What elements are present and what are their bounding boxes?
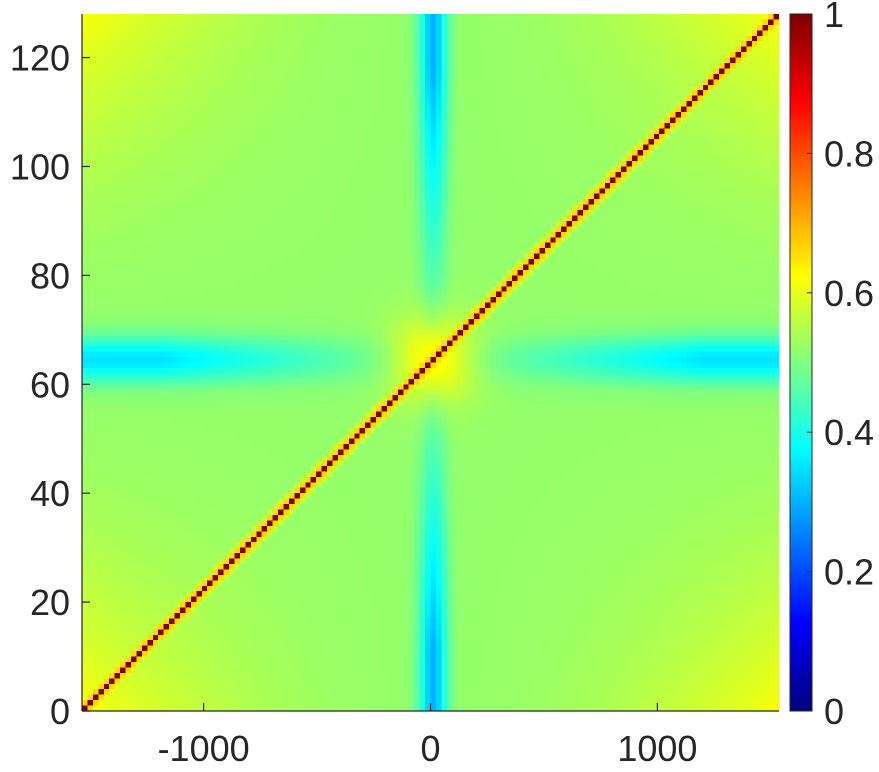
y-tick-label: 120 — [10, 38, 70, 79]
x-axis: -1000 0 1000 — [82, 703, 779, 769]
y-tick-label: 100 — [10, 146, 70, 187]
heatmap-image — [82, 14, 779, 711]
x-tick-label: 0 — [420, 728, 440, 769]
y-axis: 0 20 40 60 80 100 120 — [10, 14, 90, 732]
colorbar-tick-label: 1 — [824, 0, 844, 35]
colorbar-axis: 0 0.2 0.4 0.6 0.8 1 — [789, 0, 874, 732]
colorbar-tick-label: 0.8 — [824, 133, 874, 174]
colorbar-tick-label: 0 — [824, 691, 844, 732]
y-tick-label: 80 — [30, 255, 70, 296]
colorbar-tick-label: 0.4 — [824, 412, 874, 453]
colorbar-tick-label: 0.6 — [824, 273, 874, 314]
x-tick-label: 1000 — [617, 728, 697, 769]
y-tick-label: 0 — [50, 691, 70, 732]
colorbar-frame — [789, 13, 813, 712]
colorbar-gradient — [790, 14, 812, 711]
y-tick-label: 40 — [30, 473, 70, 514]
y-tick-label: 60 — [30, 364, 70, 405]
x-tick-label: -1000 — [158, 728, 250, 769]
colorbar-tick-label: 0.2 — [824, 552, 874, 593]
y-tick-label: 20 — [30, 582, 70, 623]
